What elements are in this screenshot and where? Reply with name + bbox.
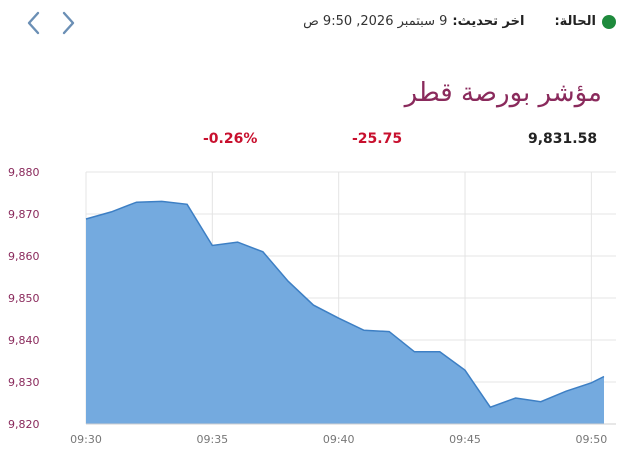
index-change-percent: -0.26%	[203, 131, 258, 147]
y-tick-label: 9,870	[8, 208, 40, 221]
last-updated-value: 9 سبتمبر 2026, 9:50 ص	[303, 14, 448, 29]
y-tick-label: 9,830	[8, 376, 40, 389]
y-tick-label: 9,850	[8, 292, 40, 305]
status-bar: الحالة: اخر تحديث: 9 سبتمبر 2026, 9:50 ص	[303, 14, 616, 29]
index-value: 9,831.58	[528, 131, 598, 147]
last-updated: اخر تحديث: 9 سبتمبر 2026, 9:50 ص	[303, 14, 524, 29]
chevron-right-icon	[62, 11, 75, 35]
x-tick-label: 09:35	[196, 433, 228, 446]
x-tick-label: 09:40	[323, 433, 355, 446]
index-title: مؤشر بورصة قطر	[404, 78, 602, 108]
y-tick-label: 9,840	[8, 334, 40, 347]
last-updated-label: اخر تحديث:	[452, 14, 525, 29]
prev-button[interactable]	[24, 10, 44, 36]
y-tick-label: 9,880	[8, 166, 40, 179]
index-change: -25.75	[352, 131, 403, 147]
x-tick-label: 09:50	[576, 433, 608, 446]
next-button[interactable]	[58, 10, 78, 36]
status-dot	[602, 14, 616, 29]
chevron-left-icon	[27, 11, 40, 35]
series-area	[86, 201, 604, 424]
nav-arrows	[24, 10, 78, 36]
status-label: الحالة:	[554, 14, 596, 29]
y-tick-label: 9,820	[8, 418, 40, 431]
y-tick-label: 9,860	[8, 250, 40, 263]
series-line	[85, 200, 605, 409]
x-tick-label: 09:30	[70, 433, 102, 446]
x-tick-label: 09:45	[449, 433, 481, 446]
